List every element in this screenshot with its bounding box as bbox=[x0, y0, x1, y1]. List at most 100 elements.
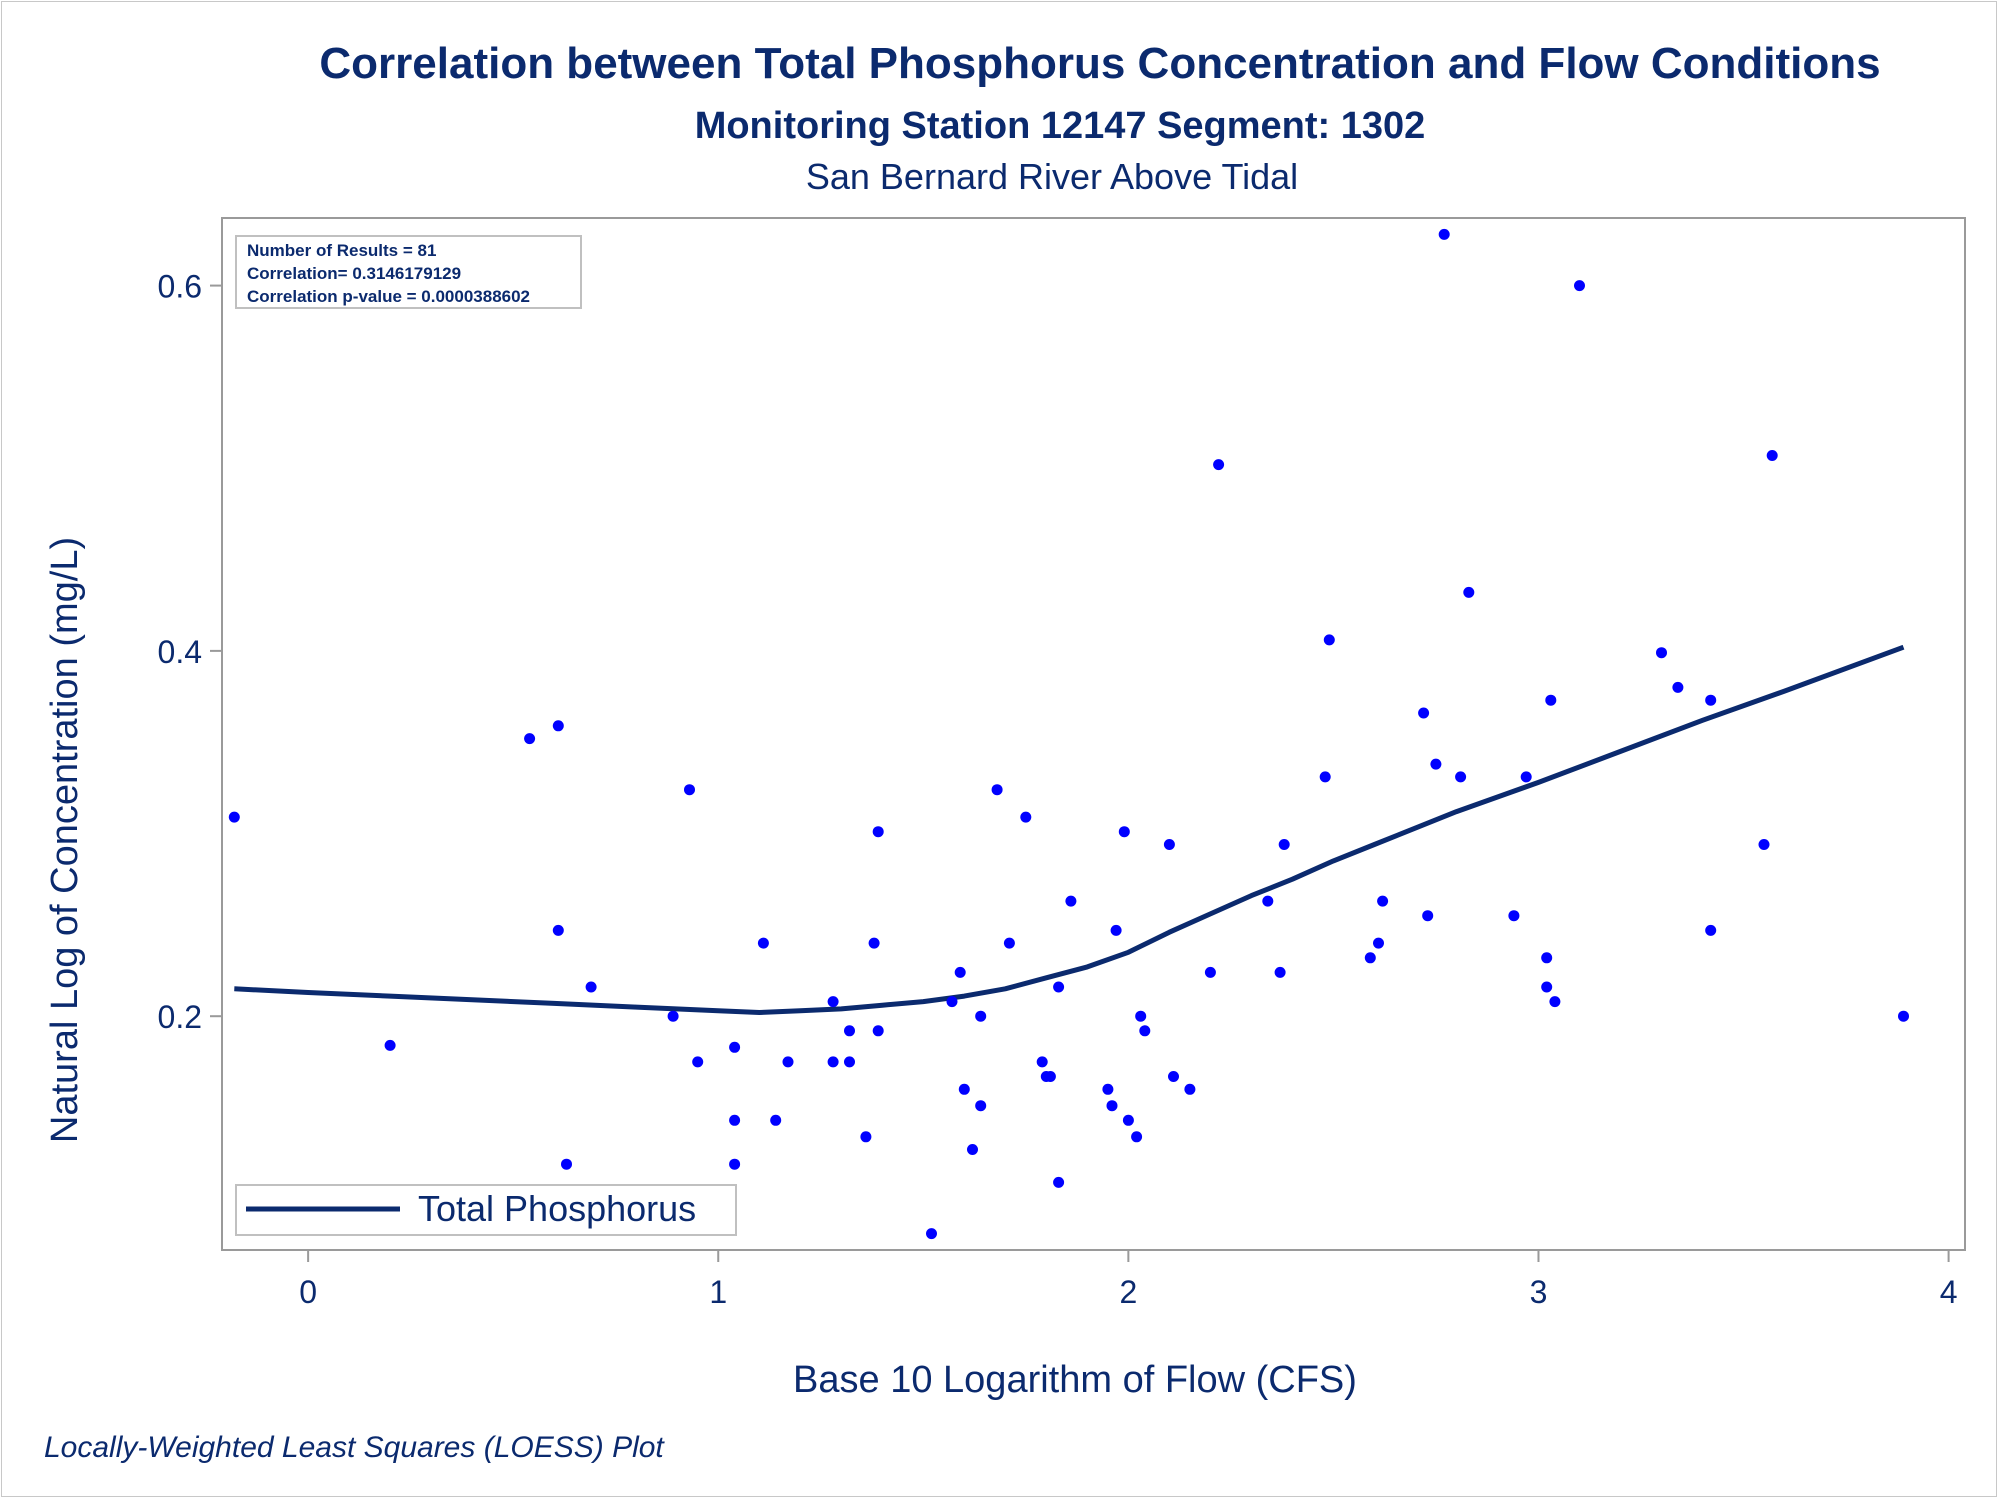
data-point-5 bbox=[561, 1158, 572, 1170]
data-point-31 bbox=[991, 784, 1003, 796]
data-point-59 bbox=[1373, 937, 1384, 949]
data-point-37 bbox=[1053, 981, 1065, 993]
data-point-39 bbox=[1065, 895, 1077, 907]
data-point-66 bbox=[1463, 586, 1475, 598]
data-point-42 bbox=[1110, 924, 1122, 936]
data-point-34 bbox=[1036, 1056, 1048, 1068]
data-point-17 bbox=[827, 996, 839, 1008]
data-point-26 bbox=[954, 966, 966, 978]
data-point-55 bbox=[1278, 839, 1290, 850]
data-point-11 bbox=[729, 1114, 741, 1126]
chart-title: Correlation between Total Phosphorus Con… bbox=[319, 39, 1880, 88]
data-point-18 bbox=[844, 1025, 855, 1037]
data-point-54 bbox=[1274, 966, 1286, 978]
x-tick-label-4: 4 bbox=[1940, 1274, 1958, 1310]
data-point-40 bbox=[1102, 1083, 1114, 1095]
data-point-10 bbox=[729, 1041, 741, 1053]
data-point-32 bbox=[1003, 937, 1015, 949]
stats-correlation: Correlation= 0.3146179129 bbox=[247, 264, 461, 283]
y-tick-label-0: 0.2 bbox=[158, 999, 202, 1035]
data-point-1 bbox=[384, 1039, 396, 1051]
data-point-70 bbox=[1541, 981, 1553, 993]
y-tick-label-1: 0.4 bbox=[158, 634, 202, 670]
x-tick-label-2: 2 bbox=[1119, 1274, 1137, 1310]
data-point-15 bbox=[782, 1056, 794, 1068]
footnote: Locally-Weighted Least Squares (LOESS) P… bbox=[44, 1431, 665, 1464]
data-point-14 bbox=[770, 1114, 782, 1126]
data-point-21 bbox=[868, 937, 880, 949]
data-point-22 bbox=[872, 1025, 884, 1037]
data-point-8 bbox=[684, 784, 695, 796]
data-point-30 bbox=[975, 1100, 987, 1112]
data-point-29 bbox=[975, 1010, 987, 1022]
data-point-49 bbox=[1168, 1071, 1179, 1082]
data-point-46 bbox=[1135, 1010, 1147, 1022]
data-point-63 bbox=[1430, 758, 1442, 770]
data-point-75 bbox=[1672, 681, 1684, 693]
loess-line bbox=[234, 644, 1905, 1015]
data-point-33 bbox=[1020, 811, 1032, 823]
data-point-50 bbox=[1184, 1083, 1196, 1095]
data-point-71 bbox=[1545, 694, 1557, 706]
data-point-28 bbox=[967, 1144, 978, 1155]
data-point-60 bbox=[1377, 895, 1389, 907]
data-point-76 bbox=[1705, 694, 1717, 706]
data-point-3 bbox=[552, 720, 564, 732]
data-point-12 bbox=[729, 1158, 741, 1170]
data-point-77 bbox=[1705, 924, 1717, 936]
data-point-41 bbox=[1106, 1100, 1118, 1112]
x-axis-ticks: 0 1 2 3 4 bbox=[299, 1250, 1957, 1310]
data-point-64 bbox=[1438, 228, 1450, 240]
x-tick-label-0: 0 bbox=[299, 1274, 317, 1310]
data-point-9 bbox=[692, 1056, 704, 1068]
data-point-2 bbox=[524, 733, 536, 745]
data-point-61 bbox=[1418, 707, 1430, 719]
data-point-43 bbox=[1118, 826, 1130, 838]
data-point-6 bbox=[585, 981, 597, 993]
data-point-53 bbox=[1262, 895, 1274, 907]
x-tick-label-3: 3 bbox=[1530, 1274, 1548, 1310]
data-point-69 bbox=[1541, 952, 1553, 964]
data-point-52 bbox=[1213, 459, 1225, 471]
data-point-38 bbox=[1053, 1176, 1065, 1188]
data-point-68 bbox=[1520, 771, 1532, 783]
data-point-7 bbox=[667, 1010, 679, 1022]
data-point-80 bbox=[1898, 1010, 1909, 1022]
data-point-62 bbox=[1422, 910, 1434, 922]
data-point-48 bbox=[1163, 839, 1175, 850]
y-axis-ticks: 0.2 0.4 0.6 bbox=[158, 269, 222, 1035]
data-point-23 bbox=[872, 826, 884, 838]
y-tick-label-2: 0.6 bbox=[158, 269, 202, 305]
data-point-36 bbox=[1044, 1071, 1056, 1082]
stats-count: Number of Results = 81 bbox=[247, 241, 436, 260]
x-tick-label-1: 1 bbox=[709, 1274, 727, 1310]
data-point-27 bbox=[958, 1083, 970, 1095]
data-point-47 bbox=[1139, 1025, 1151, 1037]
data-point-56 bbox=[1319, 771, 1331, 783]
data-point-65 bbox=[1455, 771, 1467, 783]
data-point-16 bbox=[827, 1056, 839, 1068]
data-point-67 bbox=[1508, 910, 1520, 922]
data-point-45 bbox=[1131, 1131, 1143, 1143]
x-axis-label: Base 10 Logarithm of Flow (CFS) bbox=[793, 1359, 1357, 1401]
data-point-79 bbox=[1766, 450, 1778, 461]
data-point-74 bbox=[1656, 647, 1667, 659]
data-point-19 bbox=[844, 1056, 855, 1068]
stats-box bbox=[235, 235, 582, 309]
data-point-72 bbox=[1549, 996, 1561, 1008]
data-point-0 bbox=[228, 811, 240, 823]
data-point-44 bbox=[1122, 1114, 1134, 1126]
legend-label: Total Phosphorus bbox=[418, 1188, 696, 1229]
scatter-points bbox=[228, 228, 1909, 1240]
data-point-25 bbox=[946, 996, 958, 1008]
data-point-13 bbox=[757, 937, 769, 949]
chart-subtitle-2: San Bernard River Above Tidal bbox=[806, 156, 1298, 197]
data-point-73 bbox=[1574, 280, 1585, 292]
data-point-20 bbox=[860, 1131, 872, 1143]
data-point-57 bbox=[1323, 634, 1335, 646]
data-point-24 bbox=[926, 1228, 937, 1240]
y-axis-label: Natural Log of Concentration (mg/L) bbox=[44, 537, 86, 1143]
data-point-58 bbox=[1364, 952, 1376, 964]
